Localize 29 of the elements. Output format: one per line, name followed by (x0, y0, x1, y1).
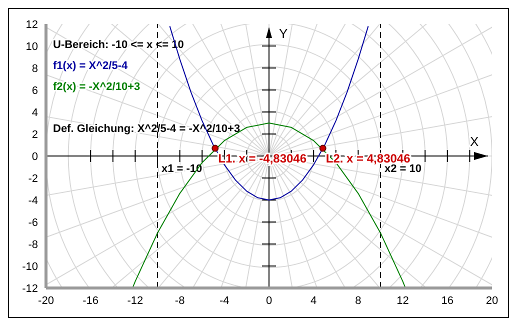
x-tick-label: 4 (310, 294, 317, 307)
x-tick-label: -8 (174, 294, 185, 307)
x-axis-title: X (470, 134, 479, 149)
y-tick-label: 6 (32, 84, 38, 97)
y-axis-title: Y (279, 26, 288, 41)
ref-line-label: x2 = 10 (384, 162, 422, 175)
y-tick-label: -2 (28, 172, 38, 185)
text: f1(x) = X^2/5-4 (53, 60, 128, 72)
x-tick-label: -4 (220, 294, 230, 307)
y-tick-label: 8 (32, 62, 38, 75)
y-tick-label: -12 (22, 282, 38, 295)
text: f2(x) = -X^2/10+3 (53, 81, 140, 93)
y-tick-label: 0 (32, 150, 38, 163)
y-tick-label: -4 (28, 194, 38, 207)
x-tick-label: 16 (441, 294, 454, 307)
x-tick-label: 20 (486, 294, 498, 307)
y-tick-label: 10 (26, 40, 38, 53)
y-tick-label: 2 (32, 128, 38, 141)
x-tick-label: -16 (82, 294, 99, 307)
x-tick-label: 0 (266, 294, 272, 307)
y-tick-label: -8 (28, 238, 38, 251)
x-tick-label: 8 (355, 294, 362, 307)
y-tick-label: -6 (28, 216, 38, 229)
x-tick-label: -20 (38, 294, 54, 307)
y-tick-label: 4 (32, 106, 38, 119)
x-tick-label: 12 (396, 294, 409, 307)
y-tick-label: 12 (26, 18, 38, 31)
x-tick-label: -12 (127, 294, 144, 307)
y-tick-label: -10 (22, 260, 38, 273)
